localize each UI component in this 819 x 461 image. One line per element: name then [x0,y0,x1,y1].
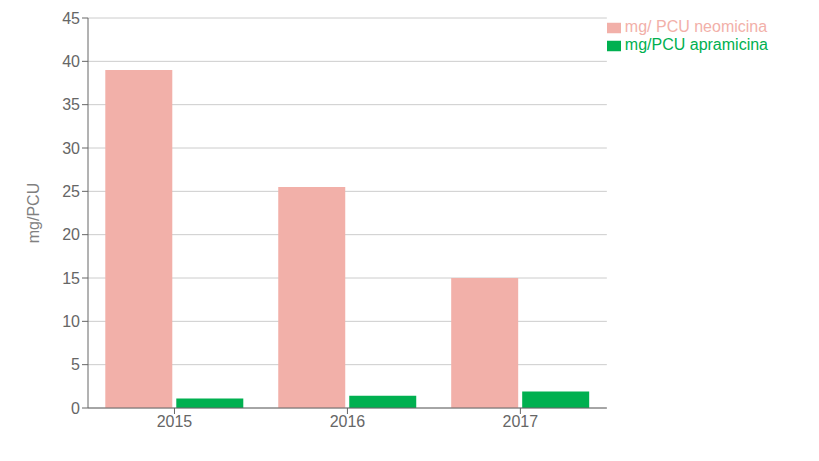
svg-text:25: 25 [62,183,80,200]
svg-text:2016: 2016 [330,413,366,430]
svg-text:0: 0 [71,400,80,417]
html-text:mg/ PCU neomicina: mg/ PCU neomicina [624,18,768,35]
svg-text:mg/PCU: mg/PCU [25,183,42,243]
svg-text:5: 5 [71,356,80,373]
svg-text:20: 20 [62,226,80,243]
svg-text:45: 45 [62,10,80,27]
svg-text:10: 10 [62,313,80,330]
html-text:mg/PCU apramicina: mg/PCU apramicina [624,36,768,53]
svg-text:30: 30 [62,140,80,157]
svg-text:15: 15 [62,270,80,287]
svg-text:40: 40 [62,53,80,70]
svg-text:2017: 2017 [503,413,539,430]
svg-text:2015: 2015 [157,413,193,430]
svg-text:35: 35 [62,96,80,113]
